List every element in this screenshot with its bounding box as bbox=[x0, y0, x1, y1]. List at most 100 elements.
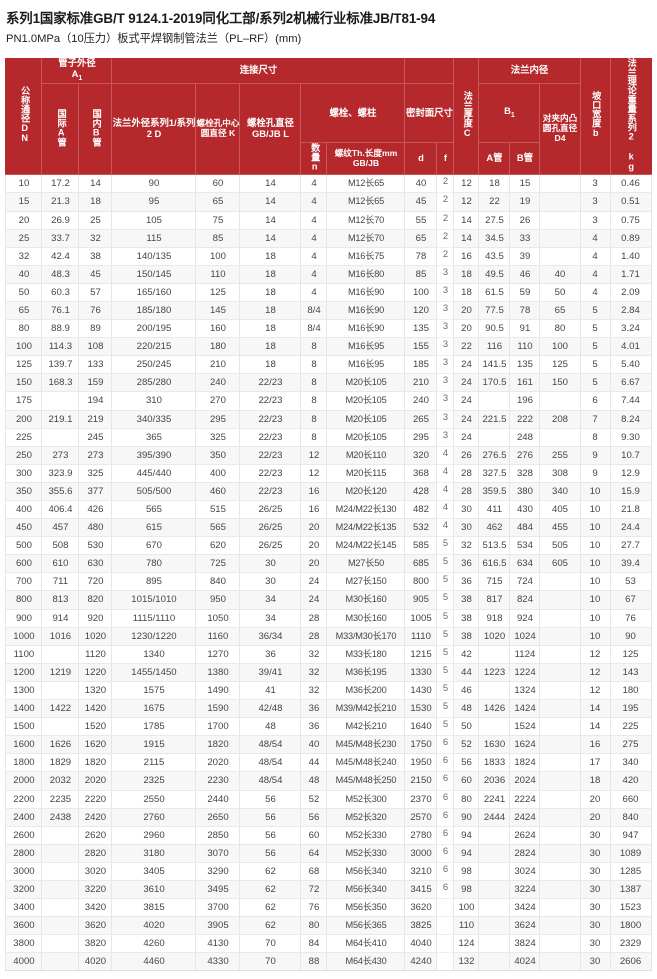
cell-seal-d: 368 bbox=[404, 464, 438, 483]
cell-bolt-hole: 22/23 bbox=[239, 410, 302, 429]
cell-bevel: 10 bbox=[580, 482, 611, 502]
cell-bore-d4: 340 bbox=[539, 482, 581, 502]
cell-bevel: 20 bbox=[580, 790, 611, 809]
cell-bolt-hole: 18 bbox=[239, 355, 302, 375]
cell-pipe-od-intl bbox=[41, 898, 80, 918]
cell-pipe-od-intl: 813 bbox=[41, 590, 80, 610]
cell-pipe-od-dom: 38 bbox=[78, 247, 113, 266]
cell-bore-b: 91 bbox=[509, 319, 541, 339]
cell-bore-b: 634 bbox=[509, 554, 541, 574]
cell-thickness: 36 bbox=[453, 572, 480, 592]
cell-bevel: 30 bbox=[580, 952, 611, 972]
cell-bolt-hole: 42/48 bbox=[239, 699, 302, 719]
cell-bolt-count: 8 bbox=[300, 373, 328, 393]
cell-flange-od: 670 bbox=[111, 536, 197, 556]
cell-bolt-count: 8 bbox=[300, 391, 328, 411]
cell-seal-f bbox=[436, 952, 455, 972]
cell-bore-a bbox=[478, 717, 511, 737]
cell-seal-d: 120 bbox=[404, 301, 438, 321]
cell-bolt-thread: M16长75 bbox=[326, 247, 406, 266]
cell-pipe-od-dom: 1420 bbox=[78, 699, 113, 719]
cell-pipe-od-dom: 14 bbox=[78, 174, 113, 194]
cell-thickness: 26 bbox=[453, 446, 480, 465]
cell-bore-b: 19 bbox=[509, 192, 541, 212]
cell-weight: 275 bbox=[610, 735, 652, 755]
cell-bolt-hole: 14 bbox=[239, 211, 302, 230]
cell-thickness: 44 bbox=[453, 663, 480, 682]
cell-bolt-thread: M36长195 bbox=[326, 663, 406, 682]
cell-bore-a bbox=[478, 880, 511, 900]
cell-bore-a: 1833 bbox=[478, 753, 511, 773]
cell-pipe-od-dom: 1620 bbox=[78, 735, 113, 755]
cell-bore-b: 3024 bbox=[509, 862, 541, 881]
cell-bolt-hole: 56 bbox=[239, 826, 302, 845]
table-row: 800 813 820 1015/1010 950 34 24 M30长160 905 5 38 81… bbox=[5, 590, 652, 610]
cell-pipe-od-intl: 17.2 bbox=[41, 174, 80, 194]
cell-pipe-od-dom: 325 bbox=[78, 464, 113, 483]
cell-flange-od: 165/160 bbox=[111, 283, 197, 302]
cell-bolt-thread: M36长200 bbox=[326, 681, 406, 701]
header-row-3: 数量n 螺纹Th.长度mm GB/JB d f A管 B管 bbox=[6, 142, 651, 176]
cell-seal-f: 3 bbox=[436, 319, 455, 339]
cell-bolt-count: 24 bbox=[300, 590, 328, 610]
cell-pipe-od-intl: 323.9 bbox=[41, 464, 80, 483]
cell-bore-a: 34.5 bbox=[478, 229, 511, 248]
cell-bolt-thread: M16长90 bbox=[326, 283, 406, 302]
cell-bore-b: 2424 bbox=[509, 808, 541, 827]
cell-seal-f bbox=[436, 916, 455, 936]
header-row-1: 公称通径DN 管子外径 A1 连接尺寸 法兰厚度C 法兰内径 坡口宽度b 法兰理… bbox=[5, 57, 652, 176]
cell-bolt-hole: 56 bbox=[239, 844, 302, 863]
cell-seal-f: 5 bbox=[436, 609, 455, 628]
cell-bore-a bbox=[478, 826, 511, 845]
cell-weight: 3.24 bbox=[610, 319, 652, 339]
cell-seal-d: 1950 bbox=[404, 753, 438, 773]
cell-seal-f: 3 bbox=[436, 391, 455, 411]
cell-bolt-circle: 270 bbox=[195, 391, 241, 411]
cell-bore-d4: 455 bbox=[539, 518, 581, 538]
table-body: 10 17.2 14 90 60 14 4 M12长65 40 2 12 18 15 3 0.46 15 21.… bbox=[5, 174, 652, 972]
cell-bolt-circle: 145 bbox=[195, 301, 241, 321]
cell-bolt-thread: M16长95 bbox=[326, 337, 406, 357]
cell-weight: 1.71 bbox=[610, 265, 652, 284]
cell-bolt-count: 28 bbox=[300, 609, 328, 628]
cell-weight: 660 bbox=[610, 790, 652, 809]
cell-bore-a: 616.5 bbox=[478, 554, 511, 574]
cell-seal-d: 4240 bbox=[404, 952, 438, 972]
cell-pipe-od-intl bbox=[41, 952, 80, 972]
cell-thickness: 110 bbox=[453, 916, 480, 936]
cell-bolt-circle: 3700 bbox=[195, 898, 241, 918]
header-pipe-od-group: 管子外径 A1 bbox=[41, 57, 113, 84]
cell-bevel: 10 bbox=[580, 500, 611, 520]
cell-bevel: 12 bbox=[580, 681, 611, 701]
cell-seal-f: 3 bbox=[436, 355, 455, 375]
cell-flange-od: 365 bbox=[111, 428, 197, 447]
cell-bolt-count: 20 bbox=[300, 518, 328, 538]
cell-pipe-od-intl: 21.3 bbox=[41, 192, 80, 212]
header-bore-a-pipe: A管 bbox=[478, 142, 511, 176]
cell-seal-d: 3825 bbox=[404, 916, 438, 936]
cell-bore-b: 380 bbox=[509, 482, 541, 502]
cell-bolt-count: 44 bbox=[300, 753, 328, 773]
cell-bore-b: 248 bbox=[509, 428, 541, 447]
cell-bore-d4 bbox=[539, 753, 581, 773]
cell-thickness: 90 bbox=[453, 808, 480, 827]
cell-bolt-count: 8 bbox=[300, 428, 328, 447]
cell-bolt-thread: M16长90 bbox=[326, 301, 406, 321]
table-row: 1300 1320 1575 1490 41 32 M36长200 1430 5 46 1324 12… bbox=[5, 681, 652, 701]
cell-bore-a: 817 bbox=[478, 590, 511, 610]
cell-bore-d4 bbox=[539, 826, 581, 845]
cell-bolt-circle: 210 bbox=[195, 355, 241, 375]
cell-seal-f bbox=[436, 934, 455, 954]
cell-dn: 3800 bbox=[5, 934, 43, 954]
cell-flange-od: 1115/1110 bbox=[111, 609, 197, 628]
cell-seal-f: 5 bbox=[436, 645, 455, 664]
cell-bevel: 4 bbox=[580, 265, 611, 284]
cell-seal-d: 685 bbox=[404, 554, 438, 574]
cell-pipe-od-dom: 3420 bbox=[78, 898, 113, 918]
cell-weight: 9.30 bbox=[610, 428, 652, 447]
cell-pipe-od-dom: 2620 bbox=[78, 826, 113, 845]
table-row: 3200 3220 3610 3495 62 72 M56长340 3415 6 98 3224 30… bbox=[5, 880, 652, 900]
cell-bevel: 30 bbox=[580, 826, 611, 845]
cell-bolt-thread: M56长365 bbox=[326, 916, 406, 936]
cell-bolt-hole: 48/54 bbox=[239, 753, 302, 773]
